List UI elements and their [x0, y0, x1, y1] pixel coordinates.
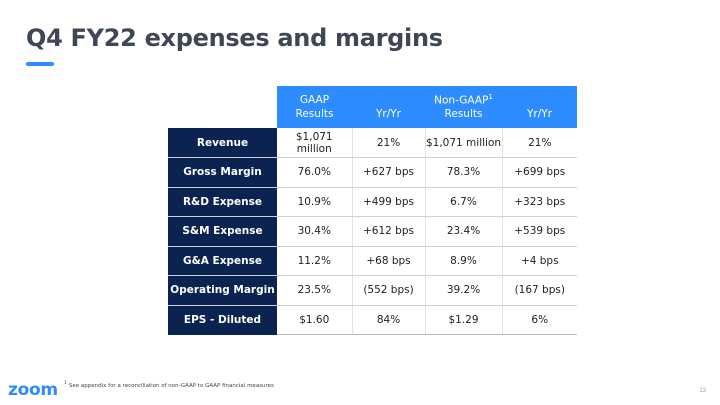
table-row: S&M Expense 30.4% +612 bps 23.4% +539 bp… [168, 216, 577, 247]
row-label: EPS - Diluted [168, 305, 277, 335]
header-gaap-results: GAAP Results [277, 86, 352, 128]
footnote-marker: 1 [64, 381, 67, 386]
nongaap-cell: 6.7% [424, 187, 502, 217]
row-label: G&A Expense [168, 246, 277, 276]
header-line: Yr/Yr [527, 108, 552, 120]
header-footnote-marker: 1 [488, 92, 493, 101]
table-row: G&A Expense 11.2% +68 bps 8.9% +4 bps [168, 246, 577, 276]
row-label: Operating Margin [168, 275, 277, 306]
header-line: Results [444, 108, 483, 121]
header-gaap-yoy: Yr/Yr [352, 86, 425, 128]
gaap-yoy-cell: 84% [351, 305, 425, 335]
nongaap-cell: 78.3% [424, 157, 502, 188]
row-label: Revenue [168, 128, 277, 158]
row-label: Gross Margin [168, 157, 277, 188]
gaap-yoy-cell: +499 bps [351, 187, 425, 217]
slide-title: Q4 FY22 expenses and margins [26, 24, 443, 52]
table-row: Operating Margin 23.5% (552 bps) 39.2% (… [168, 275, 577, 306]
header-nongaap-yoy: Yr/Yr [502, 86, 577, 128]
gaap-yoy-cell: +612 bps [351, 216, 425, 247]
nongaap-cell: 23.4% [424, 216, 502, 247]
table-row: EPS - Diluted $1.60 84% $1.29 6% [168, 305, 577, 335]
header-line: Yr/Yr [376, 108, 401, 120]
gaap-cell: 10.9% [277, 187, 352, 217]
table-row: R&D Expense 10.9% +499 bps 6.7% +323 bps [168, 187, 577, 217]
header-blank-cell [168, 86, 277, 128]
row-label: S&M Expense [168, 216, 277, 247]
nongaap-cell: $1,071 million [424, 128, 502, 158]
nongaap-cell: 39.2% [424, 275, 502, 306]
title-accent-bar [26, 62, 54, 66]
nongaap-yoy-cell: +323 bps [501, 187, 577, 217]
table-row: Gross Margin 76.0% +627 bps 78.3% +699 b… [168, 157, 577, 188]
gaap-yoy-cell: 21% [351, 128, 425, 158]
nongaap-yoy-cell: 6% [501, 305, 577, 335]
header-nongaap-results: Non-GAAP1 Results [425, 86, 502, 128]
gaap-cell: $1,071 million [277, 128, 352, 158]
footnote: 1 See appendix for a reconciliation of no… [64, 381, 274, 389]
table-row: Revenue $1,071 million 21% $1,071 millio… [168, 128, 577, 158]
nongaap-yoy-cell: (167 bps) [501, 275, 577, 306]
gaap-yoy-cell: (552 bps) [351, 275, 425, 306]
gaap-cell: 30.4% [277, 216, 352, 247]
row-label: R&D Expense [168, 187, 277, 217]
nongaap-yoy-cell: 21% [501, 128, 577, 158]
header-line: GAAP [299, 93, 330, 106]
zoom-logo: zoom [8, 380, 58, 400]
nongaap-yoy-cell: +699 bps [501, 157, 577, 188]
gaap-cell: 23.5% [277, 275, 352, 306]
gaap-cell: 76.0% [277, 157, 352, 188]
nongaap-cell: 8.9% [424, 246, 502, 276]
nongaap-cell: $1.29 [424, 305, 502, 335]
gaap-yoy-cell: +627 bps [351, 157, 425, 188]
gaap-cell: 11.2% [277, 246, 352, 276]
header-line: Non-GAAP [434, 94, 489, 107]
gaap-yoy-cell: +68 bps [351, 246, 425, 276]
financial-table: GAAP Results Yr/Yr Non-GAAP1 Results Yr/… [168, 86, 577, 335]
gaap-cell: $1.60 [277, 305, 352, 335]
nongaap-yoy-cell: +4 bps [501, 246, 577, 276]
table-header-row: GAAP Results Yr/Yr Non-GAAP1 Results Yr/… [168, 86, 577, 128]
header-line: Results [295, 108, 334, 120]
nongaap-yoy-cell: +539 bps [501, 216, 577, 247]
page-number: 13 [699, 388, 706, 394]
footnote-text: See appendix for a reconciliation of non… [68, 382, 274, 389]
